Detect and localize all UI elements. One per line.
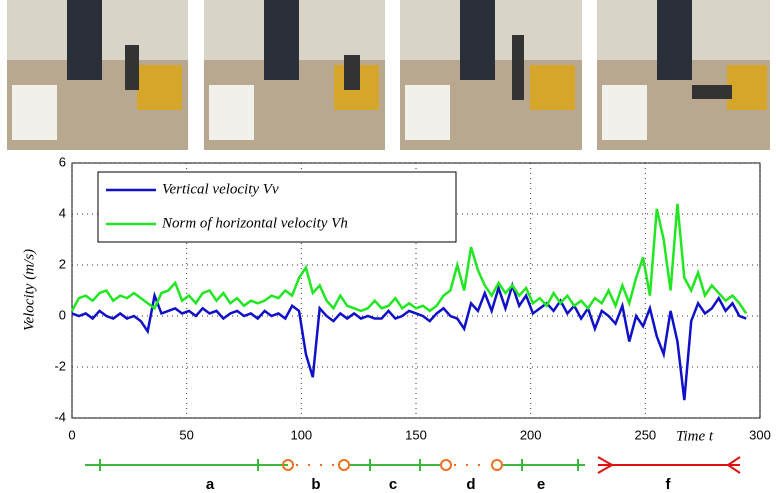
photo — [400, 0, 582, 150]
x-tick-label: 50 — [179, 427, 193, 442]
x-tick-label: 100 — [290, 427, 312, 442]
segment-label: b — [311, 476, 320, 493]
x-tick-label: 250 — [634, 427, 656, 442]
series-line — [70, 203, 748, 315]
x-tick-label: 300 — [749, 427, 771, 442]
x-tick-label: 150 — [405, 427, 427, 442]
legend-label: Norm of horizontal velocity Vh — [161, 215, 348, 231]
segment-label: a — [206, 476, 215, 493]
y-tick-label: 0 — [59, 307, 66, 322]
x-axis-label: Time t — [676, 428, 714, 444]
series-line — [71, 281, 747, 401]
y-tick-label: -2 — [54, 358, 66, 373]
legend-box — [97, 171, 457, 243]
y-tick-label: 4 — [59, 205, 66, 220]
y-tick-label: 6 — [59, 154, 66, 169]
segment-label: d — [466, 476, 475, 493]
x-tick-label: 0 — [68, 427, 75, 442]
photo — [7, 0, 188, 150]
segment-label: f — [666, 476, 672, 493]
segment-label: c — [389, 476, 397, 493]
photo — [204, 0, 385, 150]
y-axis-label: Velocity (m/s) — [21, 249, 37, 331]
photo — [597, 0, 770, 150]
y-tick-label: 2 — [59, 256, 66, 271]
photos — [7, 0, 770, 150]
segment-label: e — [537, 476, 545, 493]
legend-label: Vertical velocity Vv — [162, 181, 279, 197]
y-tick-label: -4 — [54, 409, 66, 424]
x-tick-label: 200 — [520, 427, 542, 442]
timeline: a b c d e f — [85, 456, 741, 493]
